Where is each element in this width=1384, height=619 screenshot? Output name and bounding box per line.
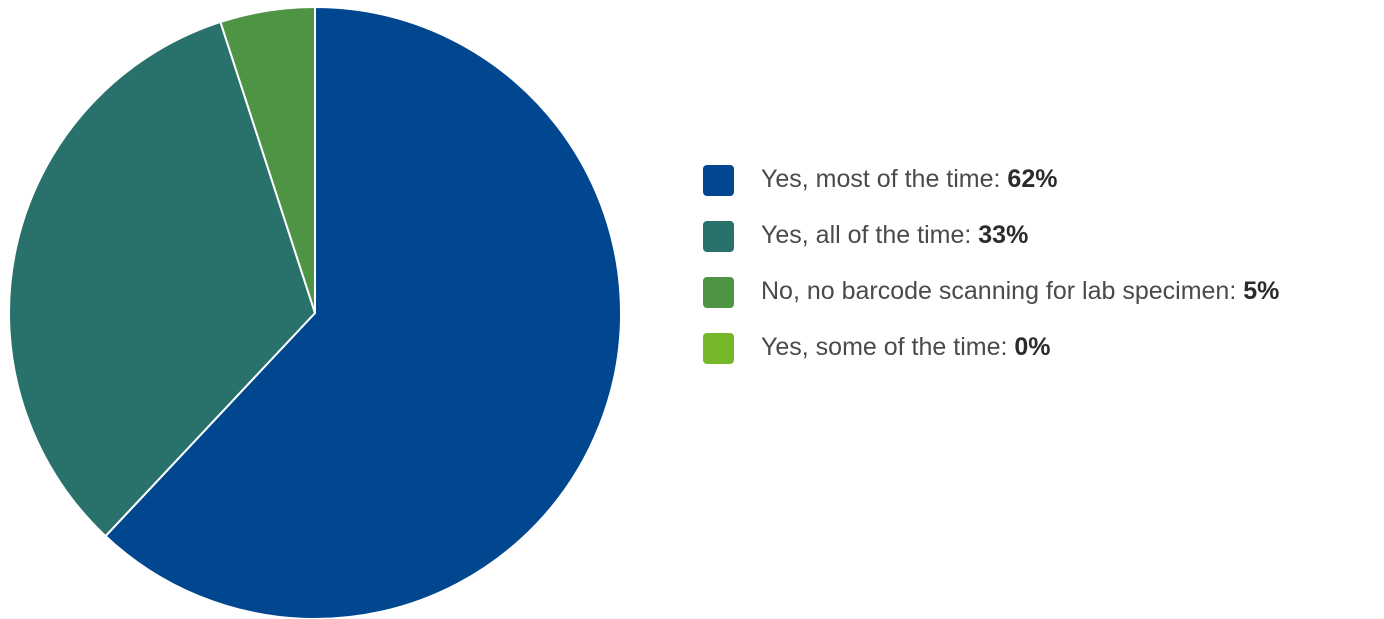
legend-swatch bbox=[703, 165, 734, 196]
legend-label: Yes, most of the time: bbox=[761, 165, 1001, 193]
legend-label: Yes, some of the time: bbox=[761, 333, 1008, 361]
legend-value: 0% bbox=[1014, 333, 1051, 361]
legend-value: 62% bbox=[1007, 165, 1058, 193]
chart-legend: Yes, most of the time: 62% Yes, all of t… bbox=[703, 162, 1373, 386]
legend-item-all-of-the-time: Yes, all of the time: 33% bbox=[703, 218, 1373, 252]
pie-slice-2 bbox=[219, 6, 316, 314]
pie-slice-1 bbox=[8, 20, 316, 538]
pie-slice-0 bbox=[104, 6, 622, 619]
legend-item-some-of-the-time: Yes, some of the time: 0% bbox=[703, 330, 1373, 364]
legend-label: No, no barcode scanning for lab specimen… bbox=[761, 277, 1237, 305]
legend-swatch bbox=[703, 277, 734, 308]
legend-swatch bbox=[703, 333, 734, 364]
legend-item-no-barcode-scanning: No, no barcode scanning for lab specimen… bbox=[703, 274, 1373, 308]
legend-swatch bbox=[703, 221, 734, 252]
legend-value: 33% bbox=[978, 221, 1029, 249]
pie-chart-plot bbox=[8, 6, 622, 619]
legend-item-most-of-the-time: Yes, most of the time: 62% bbox=[703, 162, 1373, 196]
legend-value: 5% bbox=[1243, 277, 1280, 305]
legend-label: Yes, all of the time: bbox=[761, 221, 972, 249]
